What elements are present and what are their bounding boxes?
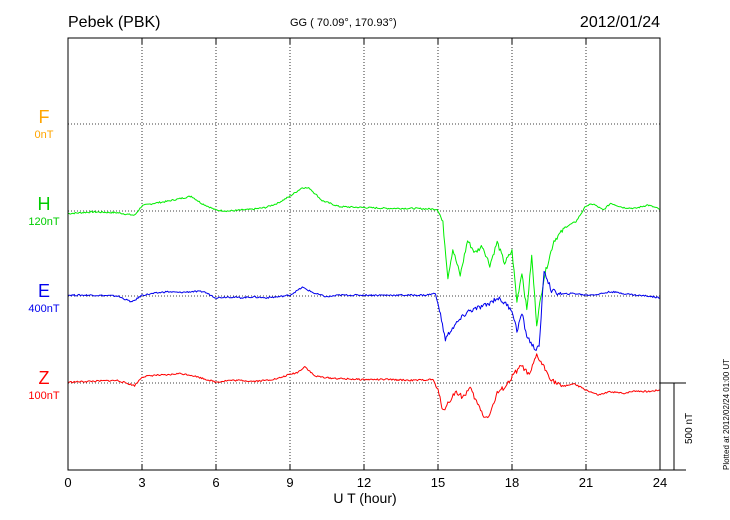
series-group (67, 187, 661, 419)
component-label-f: F 0nT (14, 107, 74, 141)
x-axis-ticks: 0 3 6 9 12 15 18 21 24 (64, 38, 667, 490)
x-tick-label: 24 (653, 475, 667, 490)
component-name: F (38, 107, 50, 127)
component-label-e: E 400nT (14, 281, 74, 315)
x-tick-label: 3 (138, 475, 145, 490)
component-label-z: Z 100nT (14, 368, 74, 402)
x-tick-label: 21 (579, 475, 593, 490)
component-name: H (37, 194, 51, 214)
scale-bar-label: 500 nT (684, 413, 695, 444)
plotted-note: Plotted at 2012/02/24 01:00 UT (722, 358, 730, 470)
x-axis-label: U T (hour) (333, 490, 397, 506)
series-line-z (67, 353, 661, 419)
series-line-h (67, 187, 661, 327)
component-offset: 0nT (34, 129, 54, 141)
geographic-coordinates: GG ( 70.09°, 170.93°) (290, 17, 397, 29)
grid (68, 38, 660, 470)
component-name: Z (38, 368, 50, 388)
x-tick-label: 9 (286, 475, 293, 490)
component-label-h: H 120nT (14, 194, 74, 228)
component-offset: 400nT (28, 303, 60, 315)
scale-bar: 500 nT (660, 382, 695, 471)
station-title: Pebek (PBK) (68, 14, 161, 31)
x-tick-label: 12 (357, 475, 371, 490)
date-label: 2012/01/24 (579, 14, 660, 31)
x-tick-label: 0 (64, 475, 71, 490)
x-tick-label: 6 (212, 475, 219, 490)
x-tick-label: 18 (505, 475, 519, 490)
x-tick-label: 15 (431, 475, 445, 490)
component-offset: 100nT (28, 390, 60, 402)
series-line-e (67, 270, 661, 351)
component-offset: 120nT (28, 216, 60, 228)
component-name: E (37, 281, 50, 301)
